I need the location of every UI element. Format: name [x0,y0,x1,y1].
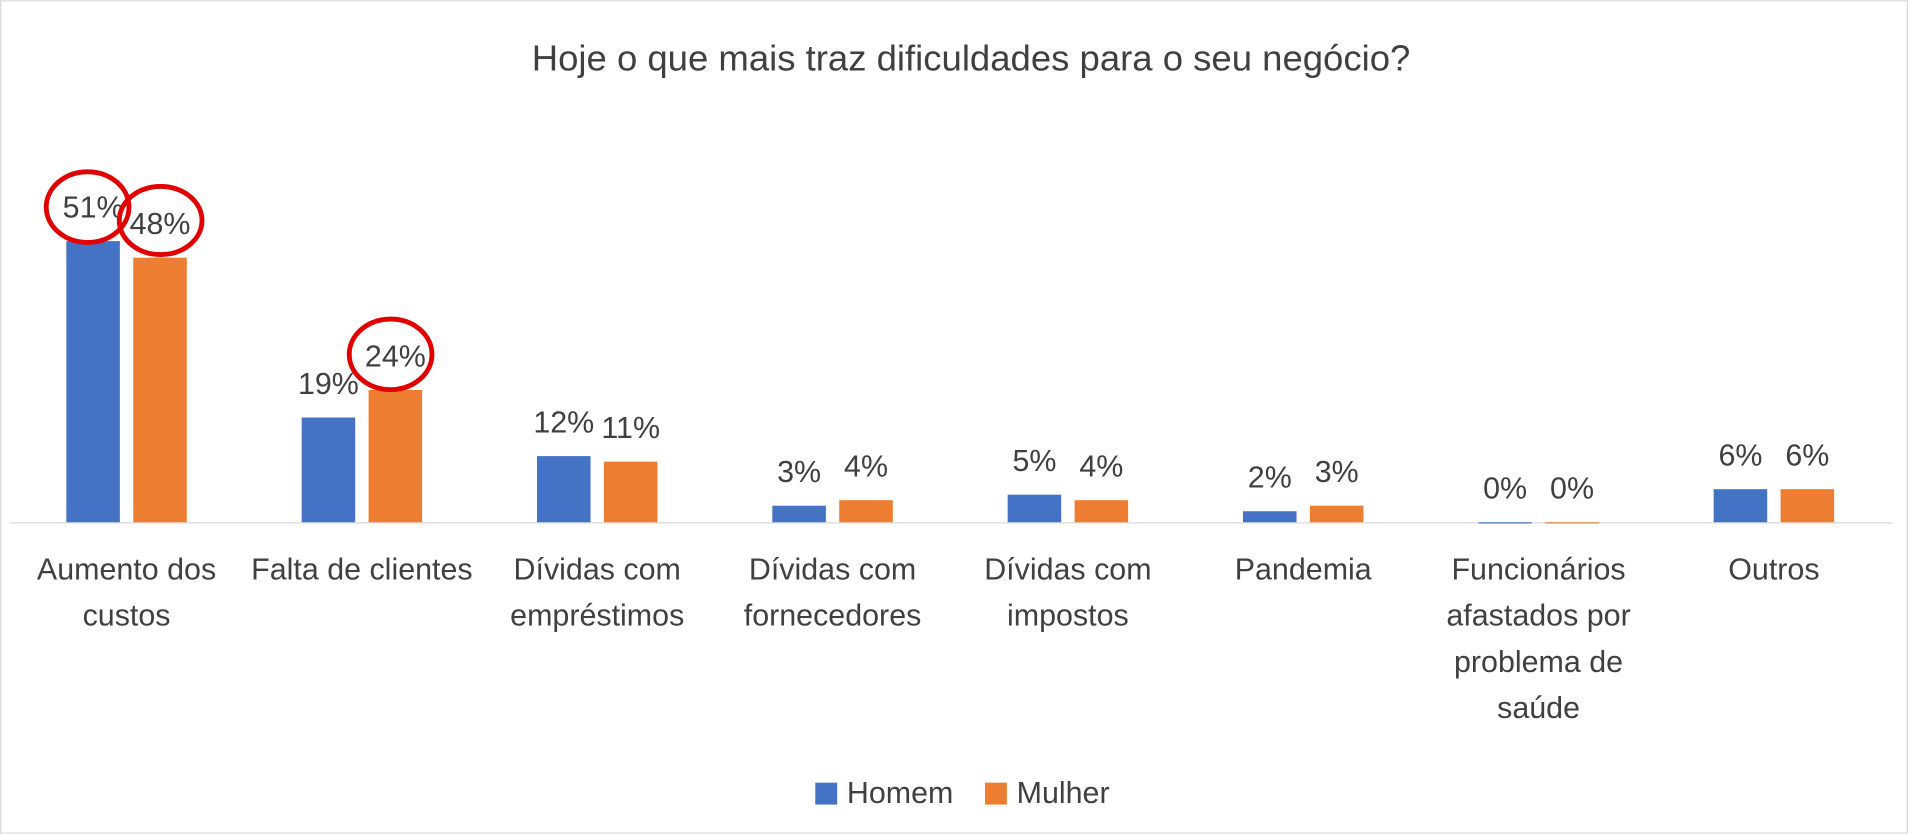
data-label: 11% [601,411,660,445]
x-tick-label: Dívidas com fornecedores [743,552,922,633]
data-label: 6% [1718,439,1762,473]
data-label: 19% [298,367,359,401]
bar [368,389,423,523]
data-label: 2% [1248,461,1292,495]
x-tick-label: Funcionários afastados por problema de s… [1446,552,1631,726]
bar [301,417,356,523]
x-tick-label-box: Falta de clientes [251,552,473,587]
x-tick-label-box: Outros [1728,552,1820,587]
x-tick-label-box: Aumento dos custos [36,552,217,633]
legend-swatch [984,782,1007,805]
legend-label: Mulher [1017,776,1110,810]
annotations [43,169,435,393]
bar [1309,505,1364,523]
x-tick-label: Outros [1728,552,1820,587]
bar [772,505,826,523]
highlight-circle [116,183,205,257]
x-tick-label: Dívidas com impostos [984,552,1152,633]
bar [536,456,591,523]
x-tick-label: Pandemia [1234,552,1372,587]
data-label: 4% [1079,450,1123,484]
bar [1242,511,1297,523]
bar [839,500,893,523]
data-label: 4% [844,450,888,484]
data-label: 3% [777,455,821,489]
data-label: 12% [533,406,594,440]
plot: Aumento dos custos 51% 48% Falta de cliente… [36,191,1835,810]
data-label: 3% [1315,455,1359,489]
x-tick-label: Dívidas com empréstimos [510,552,685,633]
bar [1074,500,1129,523]
highlight-circle [346,316,435,393]
bar [1780,489,1835,523]
x-tick-label-box: Dívidas com empréstimos [510,552,685,633]
legend-label: Homem [847,776,953,810]
bar [1713,489,1768,523]
bar [603,461,658,523]
bar [66,241,120,523]
data-label: 51% [63,191,124,225]
x-tick-label: Falta de clientes [251,552,473,587]
bar [133,257,187,523]
data-label: 48% [130,207,191,241]
chart-title: Hoje o que mais traz dificuldades para o… [532,38,1411,79]
x-tick-label-box: Funcionários afastados por problema de s… [1446,552,1631,726]
legend-swatch [815,782,838,805]
data-label: 5% [1012,444,1056,478]
highlight-circle [43,169,132,245]
x-tick-label-box: Dívidas com impostos [984,552,1152,633]
data-label: 24% [365,339,426,373]
data-label: 6% [1785,439,1829,473]
data-label: 0% [1550,472,1594,506]
bar [1007,494,1062,523]
bar [1478,522,1532,524]
x-tick-label-box: Dívidas com fornecedores [743,552,922,633]
x-tick-label-box: Pandemia [1234,552,1372,587]
x-tick-label: Aumento dos custos [36,552,217,633]
bar [1545,522,1599,524]
data-label: 0% [1483,472,1527,506]
